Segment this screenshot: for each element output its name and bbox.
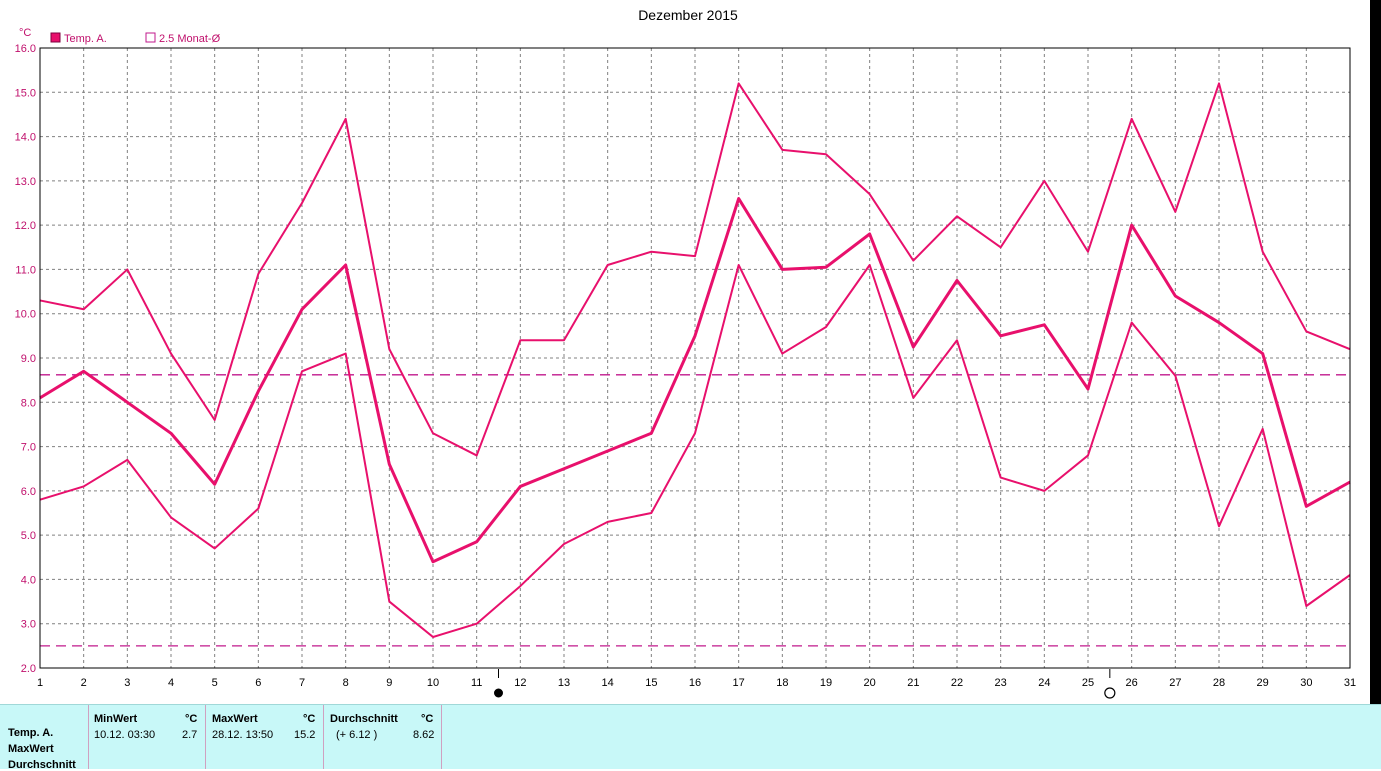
full-moon-icon <box>1104 687 1116 699</box>
series-line <box>39 264 1351 638</box>
stats-col-min: MinWert °C 10.12. 03:30 2.7 <box>88 705 206 769</box>
x-tick-label: 5 <box>212 677 218 689</box>
stats-panel: Temp. A. MaxWert Durchschnitt MinWert °C… <box>0 704 1381 771</box>
x-tick-label: 30 <box>1300 677 1312 689</box>
x-tick-label: 26 <box>1126 677 1138 689</box>
x-tick-label: 19 <box>820 677 832 689</box>
x-tick-label: 29 <box>1257 677 1269 689</box>
y-tick-label: 14.0 <box>15 132 36 144</box>
x-tick-label: 16 <box>689 677 701 689</box>
reference-lines <box>40 374 1350 647</box>
legend-avg-label: 2.5 Monat-Ø <box>159 33 221 45</box>
y-tick-label: 12.0 <box>15 220 36 232</box>
stats-col-avg: Durchschnitt °C (+ 6.12 ) 8.62 <box>324 705 442 769</box>
x-tick-label: 17 <box>733 677 745 689</box>
series-lines <box>39 82 1351 638</box>
stats-col-labels <box>0 705 89 769</box>
x-tick-label: 28 <box>1213 677 1225 689</box>
legend-avg-marker <box>145 32 156 43</box>
x-tick-label: 1 <box>37 677 43 689</box>
max-time: 28.12. 13:50 <box>212 729 274 741</box>
chart-title: Dezember 2015 <box>638 7 738 23</box>
min-header: MinWert <box>94 713 138 725</box>
y-tick-label: 13.0 <box>15 176 36 188</box>
max-value: 15.2 <box>294 729 316 741</box>
y-tick-label: 3.0 <box>21 619 36 631</box>
x-tick-label: 2 <box>81 677 87 689</box>
grid-lines <box>39 47 1351 669</box>
avg-header: Durchschnitt <box>330 713 398 725</box>
x-tick-label: 6 <box>255 677 261 689</box>
max-header: MaxWert <box>212 713 258 725</box>
window-edge <box>1370 0 1381 704</box>
min-time: 10.12. 03:30 <box>94 729 156 741</box>
x-tick-label: 7 <box>299 677 305 689</box>
x-tick-label: 11 <box>471 677 482 689</box>
y-tick-label: 9.0 <box>21 353 36 365</box>
y-axis-ticks: 2.0 3.0 4.0 5.0 6.0 7.0 8.0 9.0 10.0 11.0 12.0 13.0… <box>15 43 36 675</box>
y-tick-label: 7.0 <box>21 442 36 454</box>
y-tick-label: 11.0 <box>15 264 36 276</box>
x-tick-label: 8 <box>343 677 349 689</box>
y-tick-label: 10.0 <box>15 309 36 321</box>
stats-col-max: MaxWert °C 28.12. 13:50 15.2 <box>206 705 324 769</box>
x-tick-label: 24 <box>1038 677 1050 689</box>
x-tick-label: 31 <box>1344 677 1356 689</box>
y-tick-label: 8.0 <box>21 397 36 409</box>
x-tick-label: 12 <box>514 677 526 689</box>
x-tick-label: 23 <box>995 677 1007 689</box>
series-line <box>39 82 1351 457</box>
y-tick-label: 4.0 <box>21 574 36 586</box>
x-tick-label: 3 <box>124 677 130 689</box>
y-tick-label: 15.0 <box>15 87 36 99</box>
y-tick-label: 5.0 <box>21 530 36 542</box>
x-tick-label: 4 <box>168 677 174 689</box>
x-tick-label: 14 <box>602 677 614 689</box>
y-tick-label: 6.0 <box>21 486 36 498</box>
legend-temp-label: Temp. A. <box>64 33 107 45</box>
avg-value: 8.62 <box>413 729 435 741</box>
stats-row-label: Temp. A. <box>8 727 54 739</box>
x-tick-label: 18 <box>776 677 788 689</box>
x-tick-label: 10 <box>427 677 439 689</box>
y-tick-label: 2.0 <box>21 663 36 675</box>
avg-delta: (+ 6.12 ) <box>336 729 378 741</box>
x-tick-label: 27 <box>1169 677 1181 689</box>
x-tick-label: 13 <box>558 677 570 689</box>
moon-phases <box>494 669 1116 699</box>
x-axis-ticks: 1 2 3 4 5 6 7 8 9 10 11 12 13 14 15 16 17 18 19 20 21 22 23 24 2… <box>37 677 1356 689</box>
x-tick-label: 9 <box>386 677 392 689</box>
y-unit-label: °C <box>19 27 31 39</box>
plot-frame <box>39 47 1351 669</box>
min-unit: °C <box>185 713 198 725</box>
series-line <box>39 197 1351 564</box>
x-tick-label: 15 <box>645 677 657 689</box>
min-value: 2.7 <box>182 729 198 741</box>
stats-row-label: MaxWert <box>8 743 54 755</box>
avg-unit: °C <box>421 713 434 725</box>
legend-temp-marker <box>50 32 61 43</box>
y-tick-label: 16.0 <box>15 43 36 55</box>
new-moon-icon <box>494 688 503 698</box>
max-unit: °C <box>303 713 316 725</box>
x-tick-label: 22 <box>951 677 963 689</box>
x-tick-label: 25 <box>1082 677 1094 689</box>
legend: Temp. A. 2.5 Monat-Ø <box>50 32 221 45</box>
x-tick-label: 20 <box>864 677 876 689</box>
x-tick-label: 21 <box>907 677 919 689</box>
temperature-chart: 2.0 3.0 4.0 5.0 6.0 7.0 8.0 9.0 10.0 11.0 12.0 13.0… <box>15 7 1356 699</box>
